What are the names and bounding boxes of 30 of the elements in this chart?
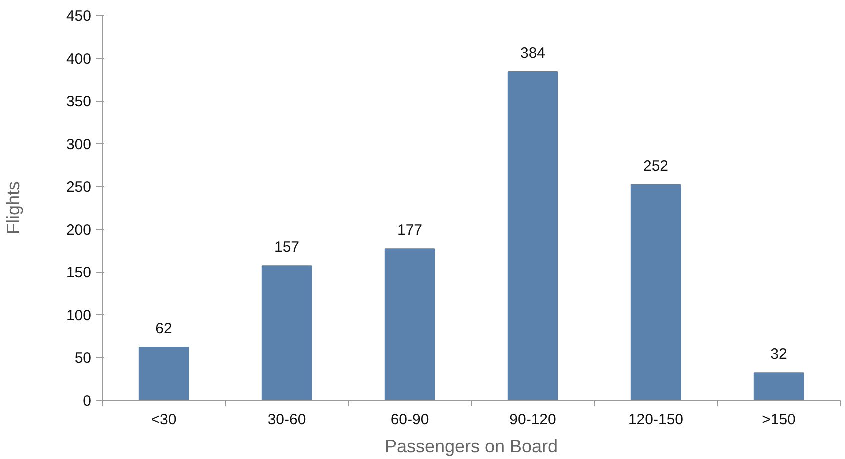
x-tick-label: 90-120 [510,412,556,428]
x-tick-label: >150 [762,412,796,428]
bar [508,71,558,400]
bar [138,346,190,400]
x-tick-label: 30-60 [268,412,306,428]
y-axis-title: Flights [3,181,24,235]
data-label: 62 [156,320,172,338]
data-label: 252 [643,158,669,175]
bar [630,184,682,400]
bar [384,248,436,400]
y-tick-label: 0 [83,393,92,410]
y-tick-label: 200 [66,222,92,239]
data-label: 384 [520,44,546,62]
bar [262,266,312,400]
y-tick-label: 300 [66,136,92,154]
bar [754,372,804,400]
y-tick-label: 450 [66,8,92,25]
data-label: 32 [770,346,788,364]
x-tick-label: 120-150 [628,412,684,428]
y-tick-label: 350 [66,94,92,111]
x-tick-label: <30 [151,412,177,428]
x-axis-title: Passengers on Board [384,436,558,456]
y-tick-label: 100 [66,307,92,324]
data-label: 157 [274,239,300,256]
y-tick-label: 50 [74,350,92,368]
x-tick-label: 60-90 [390,412,430,428]
y-tick-label: 150 [66,264,92,282]
data-label: 177 [397,222,423,240]
y-tick-label: 400 [66,50,92,68]
y-tick-label: 250 [66,179,92,196]
